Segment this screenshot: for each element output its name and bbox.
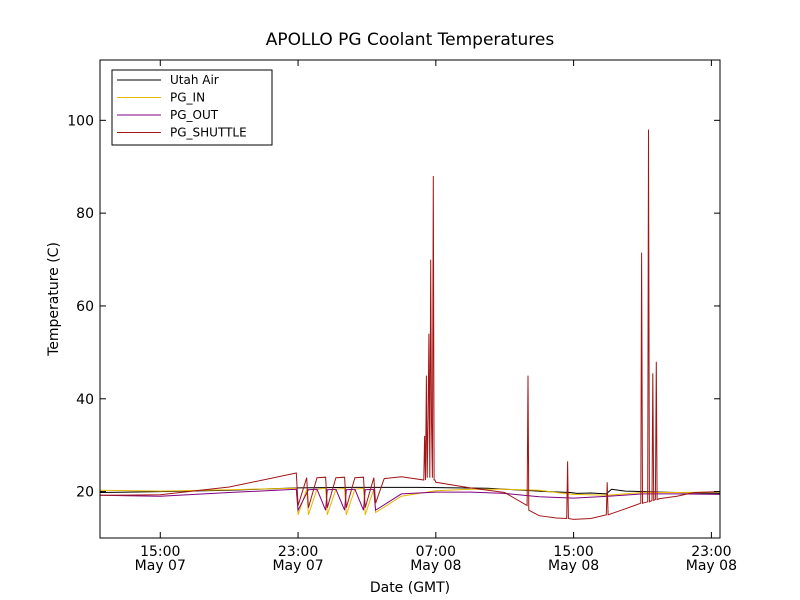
x-tick-label-date: May 08 [548,558,599,574]
chart-title: APOLLO PG Coolant Temperatures [266,30,555,50]
x-tick-label-date: May 08 [686,558,737,574]
y-tick-label: 100 [67,113,94,129]
y-tick-label: 20 [76,485,94,501]
legend-entry-label: PG_SHUTTLE [170,126,247,140]
x-tick-label-time: 15:00 [553,544,593,560]
x-tick-label-date: May 07 [135,558,186,574]
legend-entry-label: PG_IN [170,91,205,105]
y-axis-label: Temperature (C) [46,242,62,357]
x-tick-label-date: May 08 [410,558,461,574]
x-tick-label-time: 23:00 [278,544,318,560]
x-tick-label-time: 23:00 [691,544,731,560]
legend-entry-label: Utah Air [170,73,219,87]
x-tick-label-time: 07:00 [416,544,456,560]
series-line-pg-out [99,488,721,513]
x-tick-label-time: 15:00 [140,544,180,560]
plot-lines [99,129,721,520]
legend: Utah Air PG_IN PG_OUT PG_SHUTTLE [111,69,273,146]
y-tick-label: 40 [76,392,94,408]
y-tick-label: 80 [76,206,94,222]
x-tick-label-date: May 07 [272,558,323,574]
y-tick-label: 60 [76,299,94,315]
series-line-pg-shuttle [99,129,721,520]
legend-entry-label: PG_OUT [170,108,219,122]
plot-frame [99,59,721,539]
x-axis-label: Date (GMT) [370,580,450,596]
